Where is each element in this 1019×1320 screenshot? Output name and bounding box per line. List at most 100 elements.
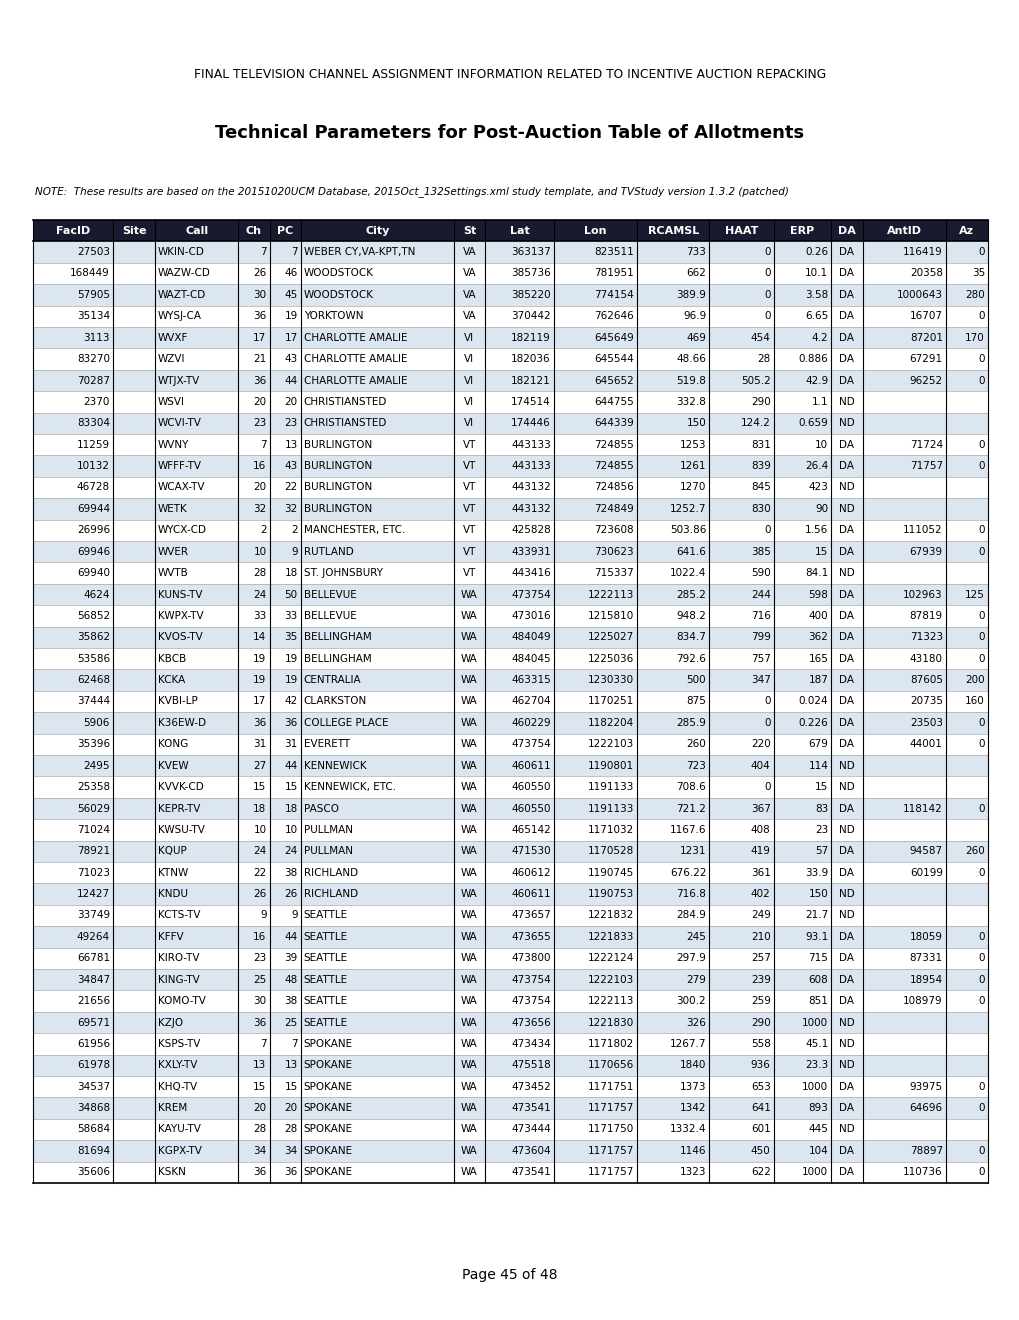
Text: 0: 0 bbox=[977, 546, 984, 557]
Text: 67939: 67939 bbox=[909, 546, 942, 557]
Text: 69571: 69571 bbox=[76, 1018, 110, 1027]
Text: PULLMAN: PULLMAN bbox=[304, 825, 353, 836]
Text: 1261: 1261 bbox=[679, 461, 705, 471]
Text: CENTRALIA: CENTRALIA bbox=[304, 675, 361, 685]
Text: 67291: 67291 bbox=[909, 354, 942, 364]
Text: 1373: 1373 bbox=[679, 1081, 705, 1092]
Text: Lon: Lon bbox=[584, 226, 606, 236]
Text: 875: 875 bbox=[686, 697, 705, 706]
Text: SEATTLE: SEATTLE bbox=[304, 997, 347, 1006]
Text: 400: 400 bbox=[808, 611, 827, 620]
Text: 7: 7 bbox=[290, 247, 298, 257]
Text: KOMO-TV: KOMO-TV bbox=[158, 997, 206, 1006]
Text: SEATTLE: SEATTLE bbox=[304, 1018, 347, 1027]
Bar bbox=[33, 690, 987, 713]
Text: Technical Parameters for Post-Auction Table of Allotments: Technical Parameters for Post-Auction Ta… bbox=[215, 124, 804, 143]
Text: 641.6: 641.6 bbox=[676, 546, 705, 557]
Text: DA: DA bbox=[839, 1167, 854, 1177]
Text: 936: 936 bbox=[750, 1060, 770, 1071]
Text: 1840: 1840 bbox=[680, 1060, 705, 1071]
Text: 16: 16 bbox=[253, 932, 266, 942]
Text: 1222113: 1222113 bbox=[587, 997, 634, 1006]
Text: 1167.6: 1167.6 bbox=[669, 825, 705, 836]
Text: 1222113: 1222113 bbox=[587, 590, 634, 599]
Text: 645544: 645544 bbox=[594, 354, 634, 364]
Text: BELLEVUE: BELLEVUE bbox=[304, 611, 356, 620]
Text: 124.2: 124.2 bbox=[740, 418, 770, 428]
Text: 1171757: 1171757 bbox=[587, 1167, 634, 1177]
Text: 4.2: 4.2 bbox=[811, 333, 827, 343]
Text: 78921: 78921 bbox=[76, 846, 110, 857]
Text: WA: WA bbox=[461, 718, 477, 727]
Text: 473016: 473016 bbox=[511, 611, 550, 620]
Text: VA: VA bbox=[463, 268, 476, 279]
Text: KVEW: KVEW bbox=[158, 760, 189, 771]
Text: 716: 716 bbox=[750, 611, 770, 620]
Text: 210: 210 bbox=[750, 932, 770, 942]
Text: 26: 26 bbox=[253, 890, 266, 899]
Text: 32: 32 bbox=[253, 504, 266, 513]
Text: 56852: 56852 bbox=[76, 611, 110, 620]
Text: 1215810: 1215810 bbox=[587, 611, 634, 620]
Bar bbox=[33, 605, 987, 627]
Bar bbox=[33, 434, 987, 455]
Text: 71323: 71323 bbox=[909, 632, 942, 643]
Text: ND: ND bbox=[839, 504, 854, 513]
Text: CHARLOTTE AMALIE: CHARLOTTE AMALIE bbox=[304, 375, 407, 385]
Text: 443416: 443416 bbox=[511, 568, 550, 578]
Text: 249: 249 bbox=[750, 911, 770, 920]
Text: 16707: 16707 bbox=[909, 312, 942, 321]
Bar bbox=[33, 1055, 987, 1076]
Text: WA: WA bbox=[461, 697, 477, 706]
Text: 102963: 102963 bbox=[902, 590, 942, 599]
Text: PULLMAN: PULLMAN bbox=[304, 846, 353, 857]
Text: 21.7: 21.7 bbox=[804, 911, 827, 920]
Text: 443132: 443132 bbox=[511, 483, 550, 492]
Text: DA: DA bbox=[839, 632, 854, 643]
Text: 35134: 35134 bbox=[76, 312, 110, 321]
Bar bbox=[33, 904, 987, 927]
Text: WEBER CY,VA-KPT,TN: WEBER CY,VA-KPT,TN bbox=[304, 247, 415, 257]
Text: CLARKSTON: CLARKSTON bbox=[304, 697, 367, 706]
Text: 1221833: 1221833 bbox=[587, 932, 634, 942]
Text: 48: 48 bbox=[284, 974, 298, 985]
Text: VT: VT bbox=[463, 504, 476, 513]
Text: 662: 662 bbox=[686, 268, 705, 279]
Text: 332.8: 332.8 bbox=[676, 397, 705, 407]
Text: 622: 622 bbox=[750, 1167, 770, 1177]
Text: 36: 36 bbox=[284, 718, 298, 727]
Text: 389.9: 389.9 bbox=[676, 290, 705, 300]
Text: 200: 200 bbox=[964, 675, 984, 685]
Text: FINAL TELEVISION CHANNEL ASSIGNMENT INFORMATION RELATED TO INCENTIVE AUCTION REP: FINAL TELEVISION CHANNEL ASSIGNMENT INFO… bbox=[194, 69, 825, 82]
Text: KZJO: KZJO bbox=[158, 1018, 183, 1027]
Text: 69946: 69946 bbox=[76, 546, 110, 557]
Bar bbox=[33, 455, 987, 477]
Text: BELLEVUE: BELLEVUE bbox=[304, 590, 356, 599]
Text: ND: ND bbox=[839, 397, 854, 407]
Text: 799: 799 bbox=[750, 632, 770, 643]
Text: DA: DA bbox=[839, 546, 854, 557]
Text: 723608: 723608 bbox=[594, 525, 634, 536]
Text: 6.65: 6.65 bbox=[804, 312, 827, 321]
Text: 0.226: 0.226 bbox=[798, 718, 827, 727]
Text: KWSU-TV: KWSU-TV bbox=[158, 825, 205, 836]
Bar bbox=[33, 306, 987, 327]
Text: 1000: 1000 bbox=[802, 1018, 827, 1027]
Text: 12427: 12427 bbox=[76, 890, 110, 899]
Text: DA: DA bbox=[839, 718, 854, 727]
Text: 362: 362 bbox=[808, 632, 827, 643]
Text: 26: 26 bbox=[284, 890, 298, 899]
Text: ND: ND bbox=[839, 781, 854, 792]
Bar bbox=[33, 477, 987, 498]
Text: 49264: 49264 bbox=[76, 932, 110, 942]
Text: WA: WA bbox=[461, 1018, 477, 1027]
Text: 23503: 23503 bbox=[909, 718, 942, 727]
Text: 28: 28 bbox=[284, 1125, 298, 1134]
Text: 53586: 53586 bbox=[76, 653, 110, 664]
Text: 792.6: 792.6 bbox=[676, 653, 705, 664]
Text: KWPX-TV: KWPX-TV bbox=[158, 611, 204, 620]
Text: 20: 20 bbox=[253, 483, 266, 492]
Text: 43: 43 bbox=[284, 461, 298, 471]
Text: 160: 160 bbox=[964, 697, 984, 706]
Text: 35862: 35862 bbox=[76, 632, 110, 643]
